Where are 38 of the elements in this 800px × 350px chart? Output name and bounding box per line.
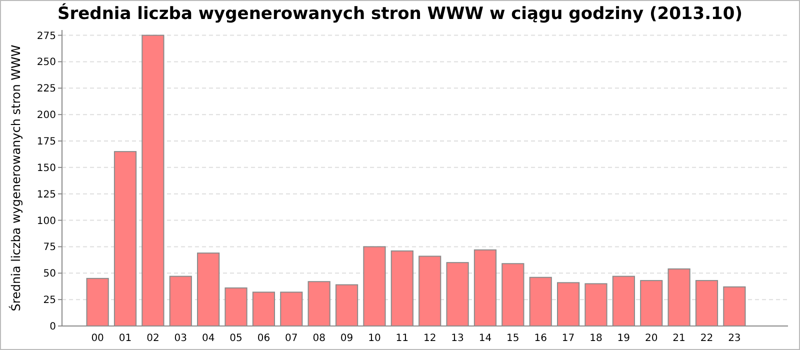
x-tick-label: 21 — [672, 333, 686, 344]
y-tick-label: 175 — [36, 136, 56, 148]
x-tick-label: 22 — [700, 333, 714, 344]
chart-title: Średnia liczba wygenerowanych stron WWW w ciągu godziny (2013.10) — [58, 3, 742, 24]
x-tick-label: 19 — [617, 333, 630, 344]
y-tick-label: 150 — [36, 162, 56, 174]
x-tick-label: 02 — [146, 333, 160, 344]
x-tick-label: 03 — [174, 333, 188, 344]
x-tick-label: 04 — [202, 333, 215, 344]
y-tick-label: 0 — [50, 322, 56, 332]
x-tick-label: 15 — [506, 333, 520, 344]
x-tick-label: 09 — [340, 333, 354, 344]
x-tick-label: 14 — [478, 333, 492, 344]
x-tick-label: 17 — [562, 333, 575, 344]
y-tick-label: 25 — [43, 295, 56, 306]
y-tick-label: 275 — [36, 30, 56, 42]
x-tick-label: 10 — [368, 333, 381, 344]
x-tick-label: 20 — [644, 333, 658, 344]
x-tick-label: 12 — [423, 333, 436, 344]
y-tick-label: 100 — [36, 216, 56, 227]
y-axis-title: Średnia liczba wygenerowanych stron WWW — [8, 44, 23, 312]
y-tick-label: 50 — [43, 268, 56, 280]
x-tick-label: 18 — [590, 333, 602, 344]
x-tick-label: 06 — [257, 333, 270, 344]
x-tick-label: 16 — [534, 333, 547, 344]
x-tick-label: 23 — [728, 333, 741, 344]
y-tick-label: 75 — [43, 242, 56, 254]
x-tick-label: 13 — [451, 333, 464, 344]
y-tick-label: 125 — [36, 189, 56, 200]
x-tick-label: 00 — [91, 333, 104, 344]
x-tick-label: 05 — [230, 333, 242, 344]
x-tick-label: 11 — [396, 333, 409, 344]
y-tick-label: 200 — [36, 110, 56, 122]
y-tick-label: 225 — [36, 84, 56, 95]
y-tick-label: 250 — [36, 57, 56, 68]
x-tick-label: 01 — [118, 333, 132, 344]
x-tick-label: 08 — [312, 333, 326, 344]
x-tick-label: 07 — [285, 333, 298, 344]
